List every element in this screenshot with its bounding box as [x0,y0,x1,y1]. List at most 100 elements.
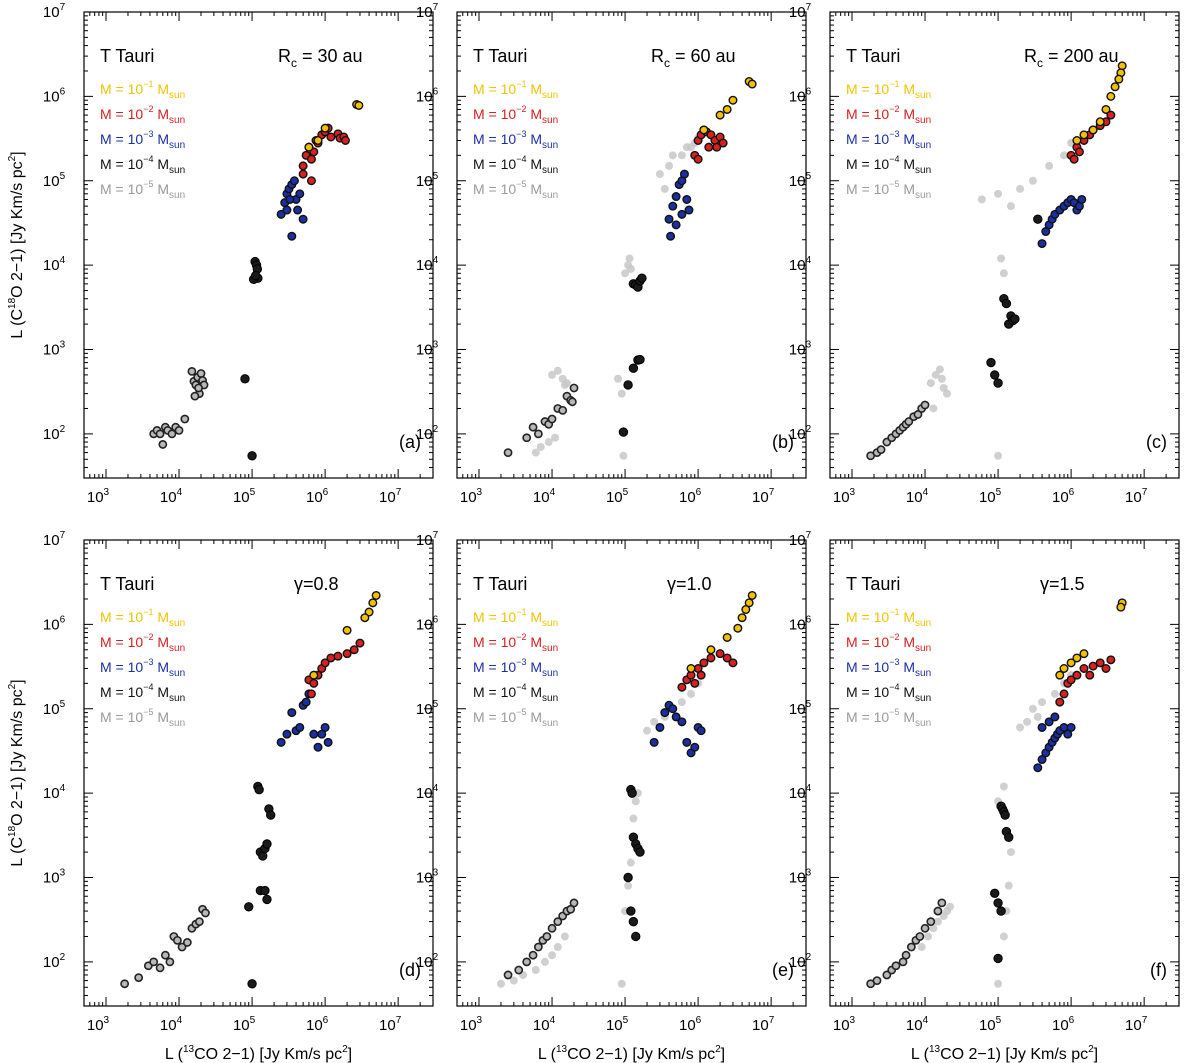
plot-frame [83,539,434,1007]
data-point [567,397,577,407]
data-point [301,697,311,707]
data-point [625,254,634,263]
legend-entry: M = 10−3 Msun [100,129,185,151]
data-point [696,670,706,680]
source-label: T Tauri [100,46,154,66]
plot-frame [829,539,1180,1007]
data-point [924,932,933,941]
y-tick-label: 106 [416,86,439,105]
x-tick-label: 104 [906,1015,929,1034]
data-point [540,957,549,966]
data-point [548,370,557,379]
data-point [1069,154,1079,164]
data-point [706,645,716,655]
data-point [1116,602,1126,612]
data-point [722,653,732,663]
y-axis-title: L (C18O 2−1) [Jy Km/s pc2] [7,679,26,866]
y-tick-label: 107 [416,530,439,549]
data-point [287,708,297,718]
data-point [660,184,669,193]
data-point [326,132,336,142]
y-tick-label: 107 [789,2,812,21]
data-point [560,932,569,941]
data-point [536,442,545,451]
data-point [655,170,664,179]
data-point [1028,704,1037,713]
data-point [1001,298,1012,309]
data-point [1074,147,1084,157]
data-point [194,917,204,927]
y-tick-label: 103 [43,340,66,359]
data-point [1004,832,1014,842]
data-point [920,400,930,410]
data-point [706,653,716,663]
data-point [244,902,254,912]
data-point [668,201,678,211]
data-point [994,979,1003,988]
data-point [323,737,333,747]
data-point [1066,658,1076,668]
data-point [733,623,743,633]
data-point [1055,670,1065,680]
data-point [160,950,170,960]
data-point [306,689,316,699]
y-tick-label: 106 [789,614,812,633]
data-point [915,932,925,941]
data-point [1079,663,1089,673]
data-point [360,613,370,623]
legend-entry: M = 10−4 Msun [846,682,931,704]
data-point [1038,698,1047,707]
y-tick-label: 103 [416,340,439,359]
data-point [276,737,286,747]
panel-label: (b) [772,432,794,452]
y-tick-label: 104 [43,255,66,274]
data-point [304,142,314,152]
x-axis-title: L (13CO 2−1) [Jy Km/s pc2] [165,1044,352,1063]
data-point [298,169,308,179]
data-point [1050,689,1059,698]
data-point [722,104,732,114]
data-point [1088,661,1098,671]
plot-frame [456,11,807,479]
data-point [687,689,696,698]
x-tick-label: 103 [87,487,110,506]
data-point [250,270,261,281]
data-point [699,125,709,135]
data-point [569,383,579,393]
data-point [718,138,728,148]
legend-entry: M = 10−4 Msun [100,682,185,704]
x-tick-label: 106 [679,1015,702,1034]
data-point [715,110,725,120]
data-point [298,214,308,224]
data-point [340,135,350,145]
data-point [342,625,352,635]
data-point [920,923,930,933]
data-point [986,357,996,368]
data-point [349,645,359,655]
data-point [1095,117,1105,127]
data-point [320,123,330,133]
data-point [569,898,579,908]
data-point [120,979,130,989]
panel-b: 103 104 105 106 107 102 103 104 105 106 107 T Tauri… [416,2,807,506]
y-tick-label: 104 [416,783,439,802]
data-point [917,943,926,952]
legend-entry: M = 10−2 Msun [100,104,185,126]
data-point [686,663,696,673]
data-point [906,942,916,952]
data-point [247,451,257,461]
data-point [158,440,168,449]
data-point [631,797,640,806]
data-point [623,380,633,390]
data-point [1037,239,1047,249]
y-tick-label: 104 [43,783,66,802]
legend-entry: M = 10−2 Msun [473,632,558,654]
data-point [547,923,557,933]
data-point [935,365,944,374]
data-point [496,979,505,988]
data-point [999,782,1008,791]
data-point [994,189,1003,198]
data-point [551,433,560,442]
legend-entry: M = 10−3 Msun [100,657,185,679]
